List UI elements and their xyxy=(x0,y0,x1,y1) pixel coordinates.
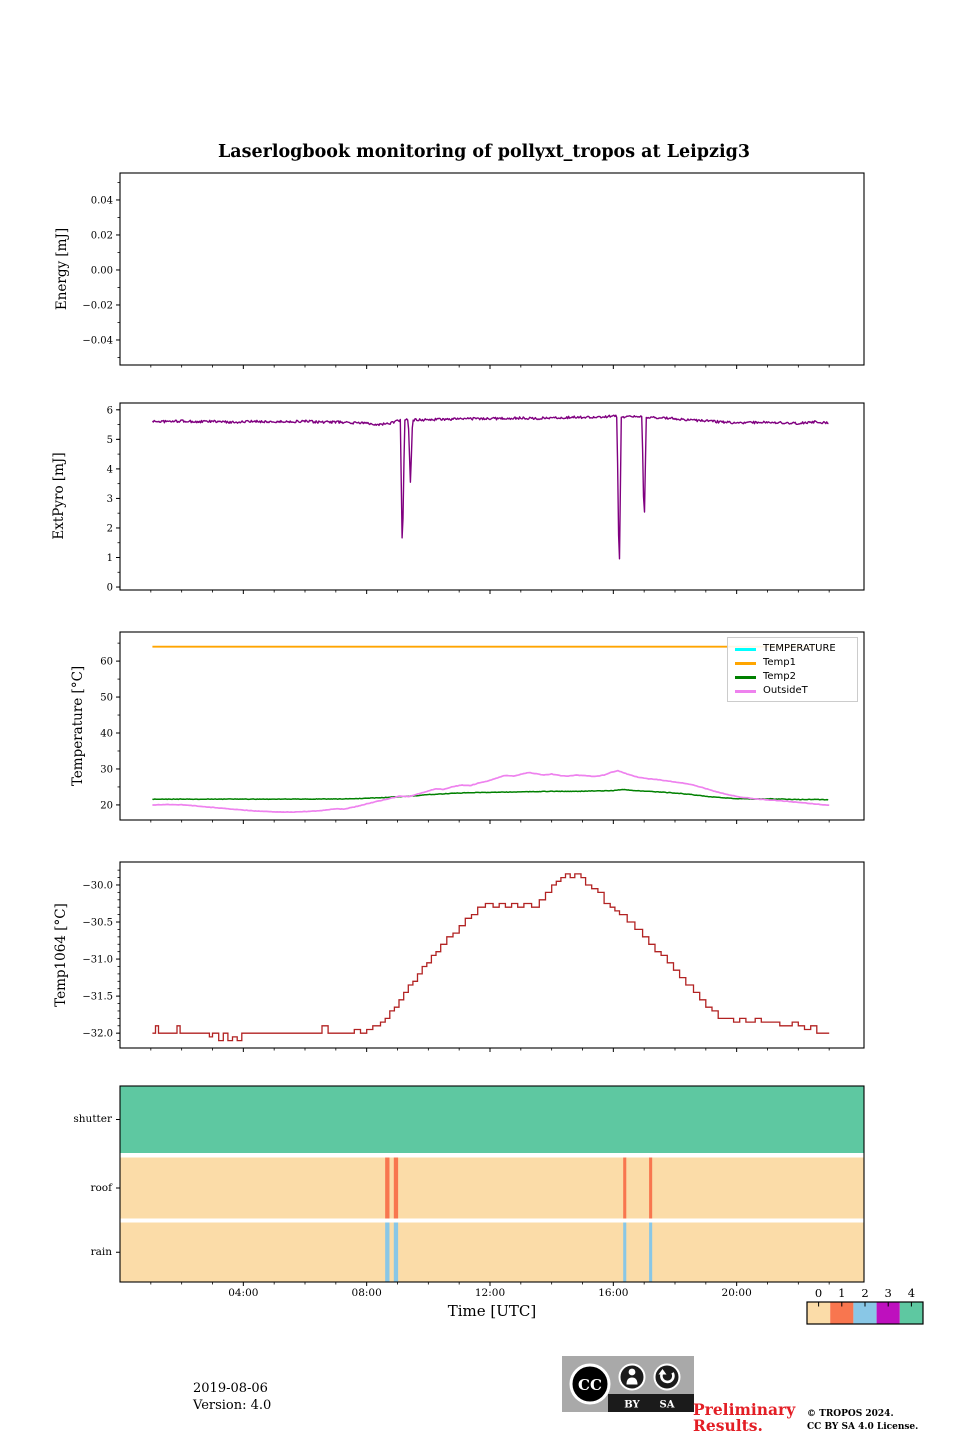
colorbar-label: 1 xyxy=(838,1286,845,1300)
ytick-label: 1 xyxy=(107,553,113,564)
ytick-label: 30 xyxy=(100,764,113,775)
ytick-label: 4 xyxy=(107,464,113,475)
preliminary-line2: Results. xyxy=(693,1416,763,1435)
ytick-label: 0.02 xyxy=(91,230,113,241)
series-Temp2 xyxy=(152,788,829,801)
preliminary-results-note: Preliminary Results. xyxy=(693,1402,795,1434)
colorbar-swatch-1 xyxy=(830,1302,854,1324)
colorbar-label: 3 xyxy=(885,1286,892,1300)
copyright-line1: © TROPOS 2024. xyxy=(807,1409,894,1419)
status-event-rain xyxy=(649,1222,653,1282)
series-Temp1064 xyxy=(152,873,830,1042)
legend-item-Temp1: Temp1 xyxy=(735,656,851,670)
legend-line-swatch xyxy=(735,675,756,679)
subplot-status xyxy=(116,1085,865,1286)
ytick-label: 5 xyxy=(107,435,113,446)
legend-line-swatch xyxy=(735,689,756,693)
xtick-label: 20:00 xyxy=(722,1287,752,1299)
series-ExtPyro xyxy=(151,414,829,560)
svg-text:CC: CC xyxy=(578,1376,602,1394)
cc-badge-strip xyxy=(608,1394,694,1412)
status-lane-shutter xyxy=(120,1086,864,1153)
colorbar-label: 2 xyxy=(861,1286,868,1300)
ytick-label: 20 xyxy=(100,800,113,811)
cc-sa-arrow-icon xyxy=(653,1363,681,1391)
legend-item-TEMPERATURE: TEMPERATURE xyxy=(735,642,851,656)
cc-license-badge: CC BY SA xyxy=(562,1356,694,1412)
status-event-roof xyxy=(393,1157,399,1219)
legend-item-OutsideT: OutsideT xyxy=(735,684,851,698)
cc-by-person-icon xyxy=(618,1363,646,1391)
xtick-label: 04:00 xyxy=(228,1287,258,1299)
footer-version: Version: 4.0 xyxy=(193,1398,272,1413)
subplot-energy: 0.04 0.02 0.00 −0.02 −0.04 xyxy=(82,172,865,369)
ytick-label: 60 xyxy=(100,657,113,668)
series-OutsideT xyxy=(152,769,830,814)
ytick-label: −0.04 xyxy=(82,335,113,346)
legend-item-Temp2: Temp2 xyxy=(735,670,851,684)
legend-label: Temp2 xyxy=(763,671,797,682)
xtick-label: 16:00 xyxy=(598,1287,628,1299)
row-label-roof: roof xyxy=(90,1182,112,1194)
ytick-label: 50 xyxy=(100,693,113,704)
ytick-label: −31.0 xyxy=(82,955,113,966)
ytick-label: 6 xyxy=(107,405,113,416)
legend-label: OutsideT xyxy=(763,685,808,696)
footer-date: 2019-08-06 xyxy=(193,1381,268,1396)
ytick-label: −31.5 xyxy=(82,992,113,1003)
ytick-label: 40 xyxy=(100,729,113,740)
ytick-label: 0 xyxy=(107,583,113,594)
legend-label: TEMPERATURE xyxy=(763,643,836,654)
ytick-label: −0.02 xyxy=(82,300,113,311)
status-event-roof xyxy=(623,1157,627,1219)
status-lane-roof xyxy=(120,1157,864,1219)
xtick-label: 12:00 xyxy=(475,1287,505,1299)
subplot-temperature: 60 50 40 30 20 xyxy=(100,631,865,824)
legend-line-swatch xyxy=(735,661,756,665)
ytick-label: −30.5 xyxy=(82,918,113,929)
ytick-label: 0.00 xyxy=(91,265,113,276)
subplot-temp1064: −30.0 −30.5 −31.0 −31.5 −32.0 xyxy=(82,861,865,1052)
colorbar-label: 4 xyxy=(908,1286,915,1300)
copyright-line2: CC BY SA 4.0 License. xyxy=(807,1422,919,1432)
status-event-rain xyxy=(623,1222,627,1282)
ytick-label: 2 xyxy=(107,523,113,534)
preliminary-line1: Preliminary xyxy=(693,1400,796,1419)
status-event-roof xyxy=(385,1157,390,1219)
colorbar-label: 0 xyxy=(815,1286,822,1300)
status-event-rain xyxy=(393,1222,399,1282)
legend-line-swatch xyxy=(735,647,756,651)
row-label-shutter: shutter xyxy=(73,1113,112,1125)
subplot-extpyro: 6 5 4 3 2 1 0 xyxy=(107,402,865,594)
colorbar-swatch-3 xyxy=(876,1302,900,1324)
copyright-note: © TROPOS 2024. CC BY SA 4.0 License. xyxy=(807,1408,918,1434)
status-event-rain xyxy=(385,1222,390,1282)
ytick-label: 3 xyxy=(107,494,113,505)
temperature-legend: TEMPERATURE Temp1 Temp2 OutsideT xyxy=(727,637,858,702)
xtick-label: 08:00 xyxy=(352,1287,382,1299)
ytick-label: −32.0 xyxy=(82,1029,113,1040)
figure-title: Laserlogbook monitoring of pollyxt_tropo… xyxy=(217,142,751,162)
colorbar-swatch-2 xyxy=(853,1302,877,1324)
svg-text:BY: BY xyxy=(624,1400,640,1411)
ytick-label: 0.04 xyxy=(91,195,113,206)
status-event-roof xyxy=(649,1157,653,1219)
ytick-label: −30.0 xyxy=(82,880,113,891)
svg-text:SA: SA xyxy=(660,1400,675,1411)
legend-label: Temp1 xyxy=(763,657,797,668)
colorbar-swatch-4 xyxy=(899,1302,923,1324)
cc-icon: CC xyxy=(569,1363,611,1405)
x-axis-label: Time [UTC] xyxy=(447,1302,537,1320)
status-colorbar: 0 1 2 3 4 xyxy=(806,1286,924,1325)
status-lane-rain xyxy=(120,1222,864,1282)
row-label-rain: rain xyxy=(90,1246,112,1258)
colorbar-swatch-0 xyxy=(807,1302,831,1324)
